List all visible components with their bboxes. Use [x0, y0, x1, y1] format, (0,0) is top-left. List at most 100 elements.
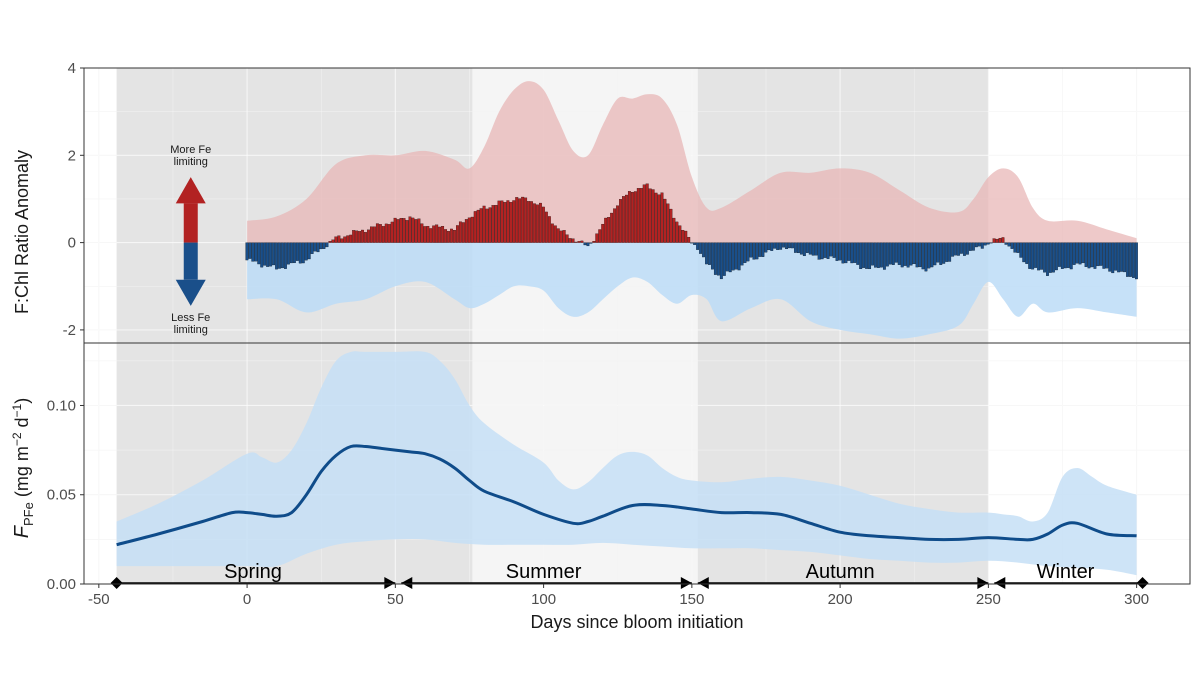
anomaly-bar [289, 242, 293, 264]
anomaly-bar [355, 230, 359, 243]
anomaly-bar [536, 204, 539, 243]
anomaly-bar [1022, 242, 1026, 263]
x-axis-title: Days since bloom initiation [530, 612, 743, 632]
anomaly-bar [645, 183, 649, 243]
anomaly-bar [859, 242, 863, 270]
anomaly-bar [954, 242, 958, 256]
anomaly-bar [639, 188, 643, 243]
anomaly-bar [921, 242, 925, 270]
anomaly-bar [749, 242, 753, 258]
anomaly-bar [269, 242, 273, 267]
anomaly-bar [595, 233, 599, 243]
bottom-panel-band [116, 351, 1137, 576]
anomaly-bar [630, 191, 634, 243]
anomaly-bar [1120, 242, 1124, 272]
anomaly-bar [648, 188, 652, 243]
anomaly-bar [779, 242, 783, 250]
anomaly-bar [740, 242, 744, 266]
anomaly-bar [266, 242, 270, 267]
anomaly-bar [888, 242, 892, 265]
anomaly-bar [1051, 242, 1055, 273]
anomaly-bar [1099, 242, 1103, 266]
anomaly-bar [583, 242, 587, 246]
x-tick-label: 300 [1124, 591, 1149, 608]
anomaly-bar [1057, 242, 1061, 267]
anomaly-bar [408, 216, 412, 243]
anomaly-bar [284, 242, 287, 269]
x-tick-label: 250 [976, 591, 1001, 608]
anomaly-bar [619, 199, 622, 243]
anomaly-bar [1129, 242, 1132, 277]
more-fe-arrow-head [175, 177, 206, 204]
anomaly-bar [968, 242, 972, 251]
x-tick-label: -50 [88, 591, 110, 608]
anomaly-bar [473, 211, 477, 243]
anomaly-bar [627, 191, 631, 243]
anomaly-bar [1001, 237, 1005, 243]
anomaly-bar [515, 197, 519, 243]
anomaly-bar [322, 242, 326, 249]
anomaly-bar [764, 242, 768, 253]
anomaly-bar [731, 242, 735, 271]
anomaly-bar [399, 218, 403, 243]
anomaly-bar [722, 242, 726, 276]
anomaly-bar [853, 242, 857, 263]
anomaly-bar [316, 242, 320, 253]
anomaly-bar [550, 223, 554, 243]
anomaly-bar [755, 242, 759, 260]
anomaly-bar [705, 242, 708, 265]
less-fe-label: Less Fe [171, 312, 210, 324]
anomaly-bar [479, 208, 483, 243]
anomaly-bar [497, 200, 501, 243]
anomaly-bar [796, 242, 800, 254]
anomaly-bar [577, 241, 581, 243]
anomaly-bar [811, 242, 815, 256]
anomaly-bar [565, 234, 569, 243]
anomaly-bar [441, 226, 445, 243]
anomaly-bar [1081, 242, 1085, 264]
anomaly-bar [1016, 242, 1020, 253]
anomaly-bar [272, 242, 276, 266]
anomaly-bar [687, 236, 691, 243]
season-label-autumn: Autumn [806, 561, 875, 583]
anomaly-bar [1078, 242, 1082, 265]
anomaly-bar [918, 242, 922, 268]
anomaly-bar [390, 221, 394, 243]
anomaly-bar [494, 205, 498, 243]
anomaly-bar [767, 242, 771, 251]
anomaly-bar [506, 200, 510, 243]
bottom-panel-frame [83, 342, 1191, 585]
anomaly-bar [654, 192, 658, 243]
anomaly-bar [1066, 242, 1070, 268]
anomaly-bar [328, 241, 332, 243]
anomaly-bar [467, 217, 471, 243]
anomaly-bar [544, 211, 548, 243]
anomaly-bar [684, 230, 688, 243]
season-end-arrowhead [384, 577, 396, 589]
anomaly-bar [278, 242, 281, 269]
anomaly-bar [785, 242, 789, 250]
anomaly-bar [1093, 242, 1097, 269]
anomaly-bar [423, 226, 427, 243]
anomaly-bar [980, 242, 984, 249]
anomaly-bar [340, 238, 344, 243]
anomaly-bar [897, 242, 901, 265]
anomaly-bar [678, 225, 682, 243]
anomaly-bar [485, 208, 489, 243]
anomaly-bar [589, 242, 593, 244]
anomaly-bar [832, 242, 836, 258]
anomaly-bar [518, 198, 522, 243]
anomaly-bar [782, 242, 786, 248]
bottom-panel-line [116, 444, 1137, 547]
anomaly-bar [862, 242, 866, 268]
anomaly-bar [298, 242, 302, 264]
anomaly-bar [865, 242, 869, 269]
anomaly-bar [880, 242, 883, 268]
bottom-y-axis-title: FPFe (mg m−2 d−1) [10, 398, 36, 538]
anomaly-bar [275, 242, 278, 270]
anomaly-bar [387, 224, 391, 243]
anomaly-bar [998, 237, 1002, 243]
anomaly-bar [1043, 242, 1046, 273]
anomaly-bar [817, 242, 821, 260]
anomaly-bar [1054, 242, 1058, 271]
